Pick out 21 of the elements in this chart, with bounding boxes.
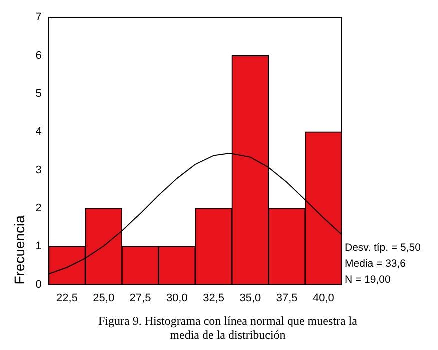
y-tick-label: 7 (36, 12, 42, 24)
y-tick-label: 2 (36, 202, 42, 214)
y-tick-label: 5 (36, 88, 42, 100)
x-tick-label: 27,5 (130, 292, 152, 304)
y-tick-label: 0 (36, 278, 42, 291)
text: N = 19,00 (345, 273, 392, 288)
text: Figura 9. Histograma con línea normal que muestra la media de la distribución (98, 314, 358, 342)
x-tick-label: 25,0 (93, 292, 115, 304)
x-tick-label: 32,5 (203, 292, 224, 304)
y-tick-label: 1 (36, 240, 42, 253)
y-tick-label: 3 (36, 164, 42, 176)
x-tick-label: 35,0 (240, 292, 262, 304)
x-tick-label: 22,5 (56, 292, 78, 304)
y-tick-label: 6 (36, 50, 42, 62)
text: Desv. típ. = 5,50 (345, 241, 421, 256)
text: Media = 33,6 (345, 257, 408, 272)
x-tick-label: 40,0 (312, 292, 334, 304)
x-tick-label: 30,0 (166, 292, 188, 304)
y-axis-title: Frecuencia (11, 215, 28, 285)
y-tick-label: 4 (36, 126, 42, 138)
x-tick-label: 37,5 (276, 292, 298, 304)
